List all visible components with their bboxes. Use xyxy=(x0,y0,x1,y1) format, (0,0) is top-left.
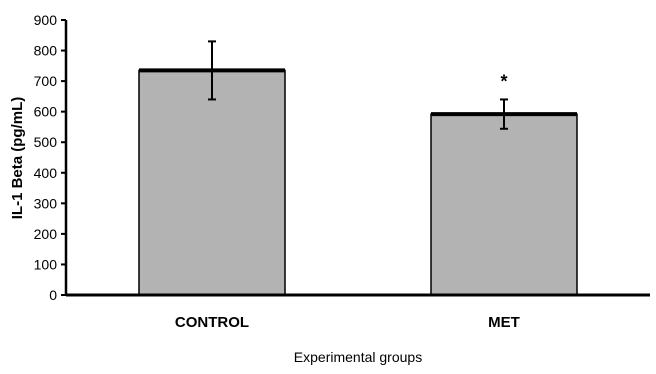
y-tick-label: 200 xyxy=(34,226,58,242)
x-tick-label: CONTROL xyxy=(175,314,249,331)
y-tick-label: 300 xyxy=(34,195,58,211)
y-axis-label: IL-1 Beta (pg/mL) xyxy=(9,97,26,220)
y-tick-label: 100 xyxy=(34,256,58,272)
bar xyxy=(430,113,578,296)
x-tick-label: MET xyxy=(488,314,520,331)
y-tick-label: 0 xyxy=(49,287,57,303)
y-tick-label: 500 xyxy=(34,134,58,150)
y-tick-label: 700 xyxy=(34,73,58,89)
y-tick-label: 900 xyxy=(34,12,58,28)
x-axis-label: Experimental groups xyxy=(294,349,422,365)
significance-marker: * xyxy=(500,71,507,91)
bar xyxy=(138,69,286,296)
x-axis: CONTROL MET xyxy=(66,293,650,331)
y-tick-label: 600 xyxy=(34,104,58,120)
y-tick-label: 800 xyxy=(34,43,58,59)
bars: * xyxy=(138,40,578,296)
y-axis: 0 100 200 300 400 500 600 700 800 900 xyxy=(34,12,68,303)
y-tick-label: 400 xyxy=(34,165,58,181)
